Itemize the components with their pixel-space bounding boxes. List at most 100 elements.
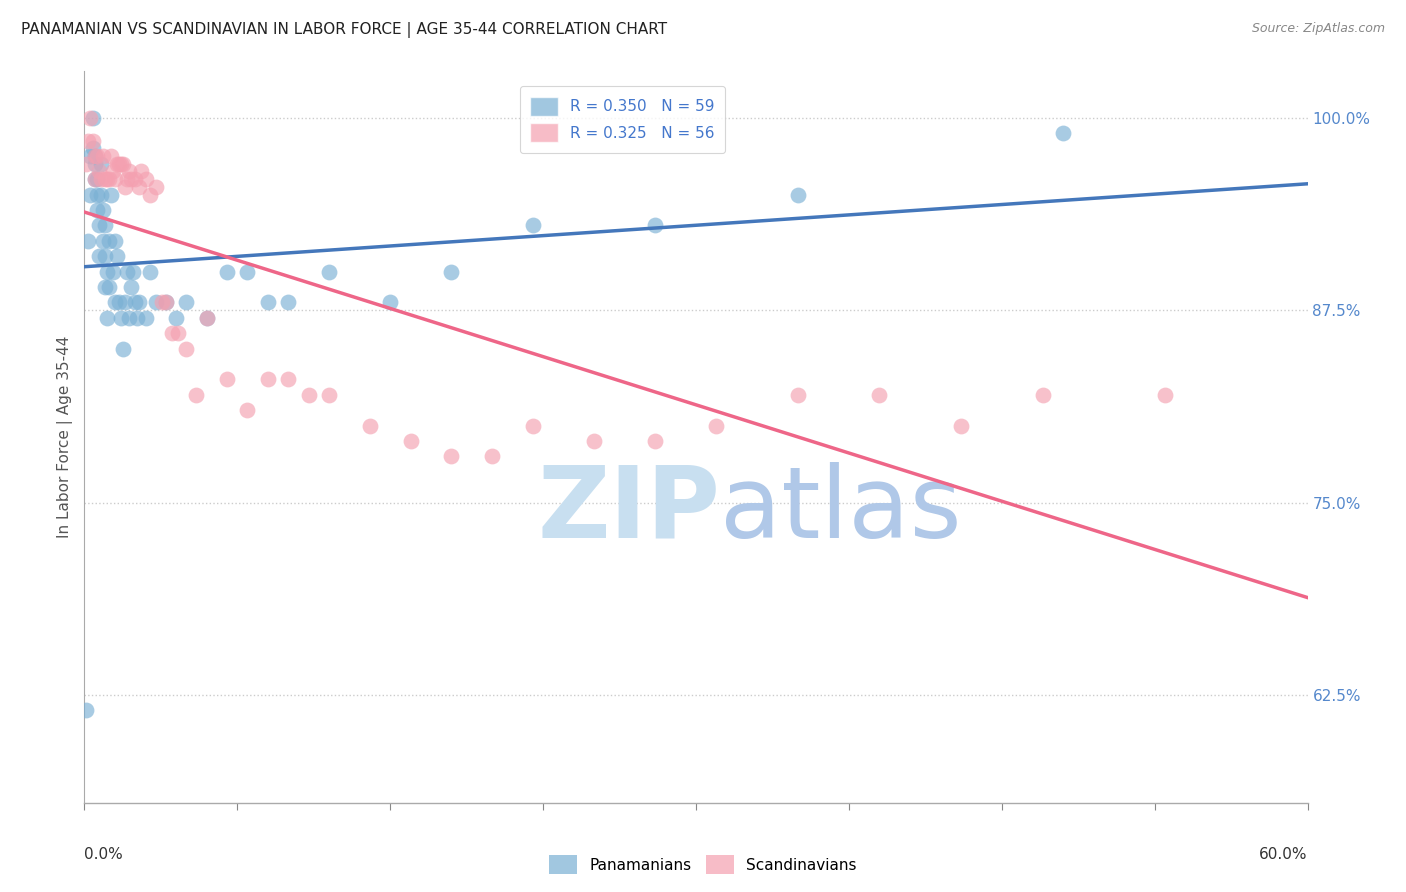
Point (145, 179, 167, 194)
Point (93, 249, 115, 263)
Point (131, 164, 153, 178)
Point (167, 326, 190, 340)
Point (90, 172, 112, 186)
Point (787, 388, 810, 402)
Point (100, 149, 122, 163)
Point (217, 264, 239, 278)
Point (82, 141, 104, 155)
Point (122, 264, 145, 278)
Point (359, 418, 381, 433)
Point (86, 149, 108, 163)
Text: ZIP: ZIP (537, 462, 720, 558)
Point (160, 326, 183, 340)
Point (135, 172, 157, 186)
Point (145, 295, 167, 310)
Point (118, 310, 141, 325)
Point (97, 280, 120, 294)
Point (110, 157, 132, 171)
Point (93, 172, 115, 186)
Point (75, 157, 97, 171)
Point (318, 388, 340, 402)
Point (174, 342, 197, 356)
Point (236, 403, 259, 417)
Point (110, 310, 132, 325)
Point (155, 295, 177, 310)
Point (277, 372, 299, 386)
Point (399, 434, 422, 448)
Point (135, 310, 157, 325)
Point (298, 388, 321, 402)
Point (195, 310, 218, 325)
Point (86, 172, 108, 186)
Point (83, 172, 105, 186)
Text: 60.0%: 60.0% (1260, 847, 1308, 862)
Point (112, 157, 135, 171)
Point (96, 172, 118, 186)
Point (82, 134, 104, 148)
Point (82, 111, 104, 125)
Point (522, 418, 544, 433)
Point (83, 149, 105, 163)
Point (86, 187, 108, 202)
Point (155, 295, 177, 310)
Point (83, 149, 105, 163)
Point (105, 157, 128, 171)
Point (150, 295, 173, 310)
Point (79, 111, 101, 125)
Point (127, 310, 149, 325)
Point (101, 164, 124, 178)
Point (91, 234, 114, 248)
Point (124, 295, 146, 310)
Point (87, 219, 110, 233)
Point (138, 264, 160, 278)
Point (104, 234, 127, 248)
Point (120, 172, 142, 186)
Text: atlas: atlas (720, 462, 962, 558)
Point (79, 187, 101, 202)
Point (108, 157, 131, 171)
Point (481, 450, 503, 464)
Point (96, 310, 118, 325)
Point (1154, 388, 1177, 402)
Point (124, 172, 146, 186)
Point (440, 450, 463, 464)
Point (91, 202, 114, 217)
Point (115, 264, 138, 278)
Point (522, 219, 544, 233)
Point (114, 179, 136, 194)
Point (93, 219, 115, 233)
Point (97, 172, 120, 186)
Point (277, 295, 299, 310)
Point (1032, 388, 1054, 402)
Text: Source: ZipAtlas.com: Source: ZipAtlas.com (1251, 22, 1385, 36)
Point (93, 280, 115, 294)
Point (79, 149, 101, 163)
Point (706, 418, 728, 433)
Point (87, 249, 110, 263)
Point (257, 372, 280, 386)
Point (105, 249, 128, 263)
Point (583, 434, 606, 448)
Point (120, 280, 142, 294)
Point (108, 295, 131, 310)
Point (257, 295, 280, 310)
Point (380, 295, 402, 310)
Point (97, 234, 120, 248)
Point (186, 388, 208, 402)
Point (104, 172, 127, 186)
Point (644, 219, 666, 233)
Point (77, 234, 100, 248)
Point (236, 264, 259, 278)
Point (86, 202, 108, 217)
Point (90, 187, 112, 202)
Legend: R = 0.350   N = 59, R = 0.325   N = 56: R = 0.350 N = 59, R = 0.325 N = 56 (520, 87, 725, 153)
Point (115, 172, 138, 186)
Point (174, 295, 197, 310)
Point (83, 172, 105, 186)
Point (128, 179, 150, 194)
Point (950, 418, 973, 433)
Point (75, 703, 97, 717)
Point (787, 187, 810, 202)
Point (118, 164, 141, 178)
Point (83, 157, 105, 171)
